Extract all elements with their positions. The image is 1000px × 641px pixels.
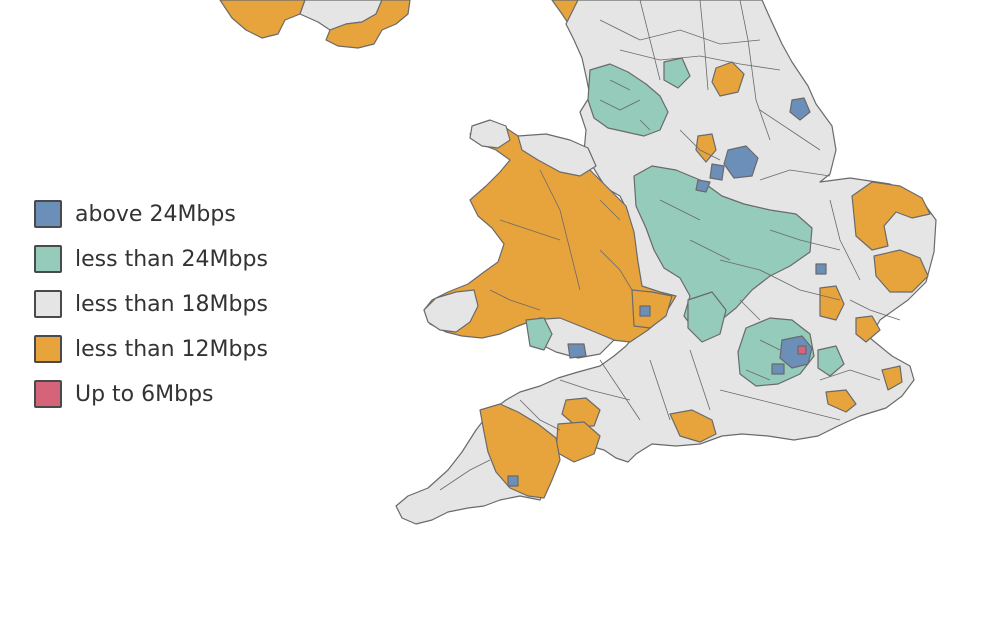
legend-swatch: [34, 335, 62, 363]
region-norfolk[interactable]: [851, 181, 931, 251]
region-scotland-west[interactable]: [219, 0, 306, 39]
legend-label: above 24Mbps: [75, 201, 236, 227]
legend-item-less-than-12[interactable]: less than 12Mbps: [34, 334, 268, 364]
region-cardiff[interactable]: [567, 343, 587, 359]
district-borders: [439, 0, 901, 491]
legend-swatch: [34, 290, 62, 318]
region-plymouth[interactable]: [507, 475, 519, 487]
region-surrey-teal[interactable]: [817, 345, 845, 377]
region-reading[interactable]: [771, 363, 785, 375]
legend-item-less-than-24[interactable]: less than 24Mbps: [34, 244, 268, 274]
legend-label: Up to 6Mbps: [75, 381, 214, 407]
region-derby[interactable]: [695, 133, 717, 163]
region-west-yorkshire[interactable]: [663, 57, 691, 89]
region-scotland-east[interactable]: [325, 0, 411, 49]
legend-label: less than 12Mbps: [75, 336, 268, 362]
region-essex-coast[interactable]: [855, 315, 881, 343]
legend-item-less-than-18[interactable]: less than 18Mbps: [34, 289, 268, 319]
region-hull[interactable]: [789, 97, 811, 121]
region-anglesey[interactable]: [469, 119, 511, 149]
region-suffolk[interactable]: [873, 249, 929, 293]
legend-swatch: [34, 245, 62, 273]
region-derby-city[interactable]: [709, 163, 725, 181]
region-pembrokeshire[interactable]: [423, 289, 479, 333]
region-oxford[interactable]: [687, 291, 727, 343]
legend-label: less than 18Mbps: [75, 291, 268, 317]
region-bristol[interactable]: [639, 305, 651, 317]
legend-label: less than 24Mbps: [75, 246, 268, 272]
region-up-to-6-london[interactable]: [797, 345, 807, 355]
legend-swatch: [34, 380, 62, 408]
region-kent-coast[interactable]: [881, 365, 903, 391]
region-somerset[interactable]: [561, 397, 601, 427]
region-london-west[interactable]: [737, 317, 815, 387]
legend-swatch: [34, 200, 62, 228]
region-bedford[interactable]: [819, 285, 845, 321]
region-cheshire-lancs[interactable]: [587, 63, 669, 137]
region-devon[interactable]: [479, 403, 561, 499]
region-south-wales-teal[interactable]: [525, 317, 553, 351]
region-cambridge[interactable]: [815, 263, 827, 275]
region-sussex-coast[interactable]: [825, 389, 857, 413]
region-gloucester[interactable]: [631, 289, 673, 329]
map-base: [219, 0, 937, 525]
region-leicester[interactable]: [695, 179, 711, 193]
legend: above 24Mbps less than 24Mbps less than …: [34, 199, 268, 424]
legend-item-above-24[interactable]: above 24Mbps: [34, 199, 268, 229]
region-dorset-coast[interactable]: [669, 409, 717, 443]
region-nottingham[interactable]: [723, 145, 759, 179]
region-wales[interactable]: [423, 123, 677, 343]
region-north-wales[interactable]: [517, 133, 597, 177]
region-midlands[interactable]: [633, 165, 813, 333]
legend-item-up-to-6[interactable]: Up to 6Mbps: [34, 379, 268, 409]
region-london[interactable]: [779, 335, 813, 369]
